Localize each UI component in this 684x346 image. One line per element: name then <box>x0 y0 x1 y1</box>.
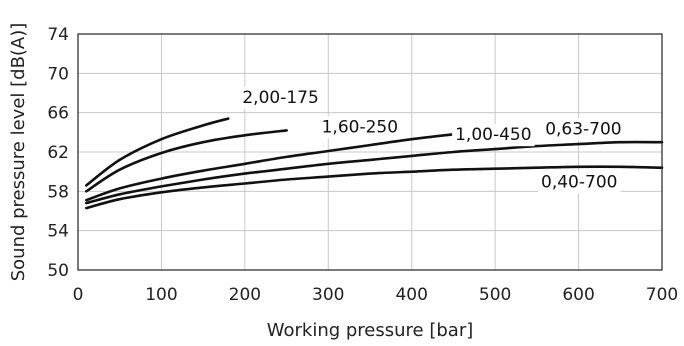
x-tick-label: 500 <box>479 285 511 305</box>
x-tick-label: 300 <box>312 285 344 305</box>
x-tick-label: 700 <box>646 285 678 305</box>
series-label-background <box>542 118 625 141</box>
series-label: 0,40-700 <box>541 172 617 192</box>
y-tick-label: 58 <box>47 182 69 202</box>
series-line-0-63-700 <box>85 140 664 205</box>
tick-labels: 50 54 58 62 66 70 74 0 100 200 300 400 500 600 700 <box>47 25 678 305</box>
series-label: 1,60-250 <box>322 117 398 137</box>
plot-frame <box>77 33 663 271</box>
series-label: 1,00-450 <box>455 125 531 145</box>
y-tick-label: 62 <box>47 143 69 163</box>
x-axis-title: Working pressure [bar] <box>267 320 474 341</box>
x-tick-label: 200 <box>229 285 261 305</box>
series-label-background <box>538 171 621 194</box>
series-line-2-00-175 <box>85 117 230 187</box>
series-lines <box>85 117 664 210</box>
series-label-background <box>318 116 402 139</box>
series-label-background <box>239 86 322 109</box>
series-line-0-40-700 <box>85 165 664 210</box>
series-line-1-60-250 <box>85 129 288 193</box>
y-tick-label: 70 <box>47 64 69 84</box>
series-line-1-00-450 <box>85 133 455 202</box>
series-label: 0,63-700 <box>545 119 621 139</box>
y-tick-label: 66 <box>47 104 69 124</box>
x-tick-label: 600 <box>562 285 594 305</box>
y-tick-label: 54 <box>47 222 69 242</box>
y-tick-label: 74 <box>47 25 69 45</box>
x-tick-label: 100 <box>145 285 177 305</box>
y-tick-label: 50 <box>47 261 69 281</box>
series-label: 2,00-175 <box>242 88 318 108</box>
x-tick-label: 400 <box>395 285 427 305</box>
x-tick-label: 0 <box>73 285 84 305</box>
y-axis-title: Sound pressure level [dB(A)] <box>8 23 29 282</box>
series-label-background <box>452 124 535 147</box>
